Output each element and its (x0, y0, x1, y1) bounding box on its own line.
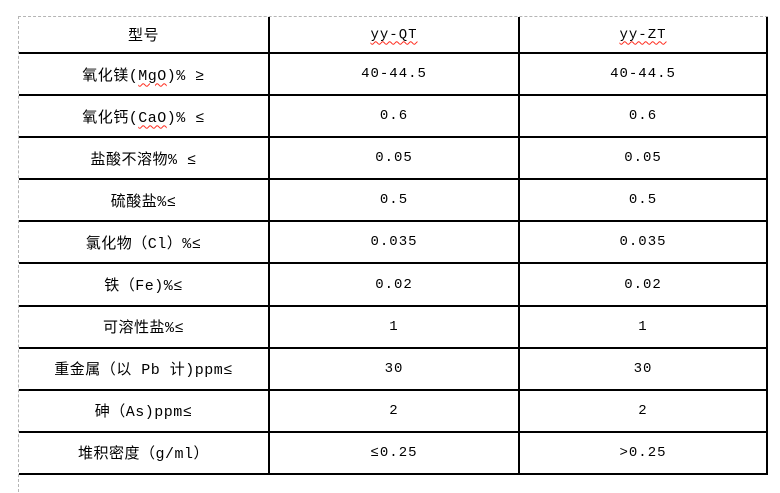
zt-value: 0.05 (624, 150, 662, 167)
text-boundary-left-line (18, 16, 19, 492)
qt-value-cell: 0.6 (268, 96, 518, 137)
text-boundary-top-line (18, 16, 768, 17)
qt-value: 2 (389, 402, 399, 419)
zt-value-cell: 0.035 (518, 222, 766, 263)
table-row: 氧化镁(MgO)% ≥ 40-44.5 40-44.5 (19, 52, 766, 95)
misspelled-text: MgO (138, 67, 167, 85)
label-text-pre: 堆积密度（g/ml） (77, 446, 209, 464)
table-row: 可溶性盐%≤ 1 1 (19, 304, 766, 347)
row-label: 砷（As)ppm≤ (95, 400, 193, 421)
table-row: 砷（As)ppm≤ 2 2 (19, 388, 766, 431)
row-label-cell: 盐酸不溶物% ≤ (19, 138, 268, 178)
header-qt-label: yy-QT (370, 26, 418, 43)
table-row: 硫酸盐%≤ 0.5 0.5 (19, 178, 766, 221)
qt-value: 40-44.5 (361, 66, 427, 83)
row-label-cell: 铁（Fe)%≤ (19, 264, 268, 304)
qt-value: 0.6 (379, 108, 409, 125)
qt-value: 0.05 (375, 150, 413, 167)
header-zt-cell: yy-ZT (518, 17, 766, 52)
misspelled-text: CaO (138, 109, 167, 127)
qt-value-cell: 0.02 (268, 264, 518, 305)
zt-value-cell: 40-44.5 (518, 54, 766, 95)
zt-value-cell: 0.02 (518, 264, 766, 305)
row-label: 铁（Fe)%≤ (104, 274, 183, 295)
label-text-post: )% ≥ (166, 67, 205, 85)
header-model-cell: 型号 (19, 17, 268, 52)
table-row: 氯化物（Cl）%≤ 0.035 0.035 (19, 220, 766, 263)
label-text-pre: 可溶性盐%≤ (102, 320, 184, 338)
zt-value: 1 (638, 318, 648, 335)
row-label: 氧化镁(MgO)% ≥ (82, 64, 205, 85)
zt-value: 40-44.5 (610, 66, 676, 83)
qt-value: 0.02 (375, 276, 413, 293)
row-label-cell: 可溶性盐%≤ (19, 307, 268, 347)
row-label: 可溶性盐%≤ (103, 316, 184, 337)
label-text-pre: 氯化物（Cl）%≤ (85, 235, 202, 253)
qt-value-cell: 0.5 (268, 180, 518, 221)
qt-value-cell: 0.035 (268, 222, 518, 263)
row-label-cell: 氧化镁(MgO)% ≥ (19, 54, 268, 94)
zt-value: 0.035 (619, 234, 667, 251)
row-label-cell: 砷（As)ppm≤ (19, 391, 268, 431)
qt-value-cell: 1 (268, 306, 518, 347)
zt-value-cell: 0.05 (518, 138, 766, 179)
label-text-pre: 氧化钙( (82, 109, 139, 127)
zt-value-cell: 0.6 (518, 96, 766, 137)
label-text-pre: 氧化镁( (82, 67, 139, 85)
row-label-cell: 氧化钙(CaO)% ≤ (19, 96, 268, 136)
row-label: 氧化钙(CaO)% ≤ (82, 106, 205, 127)
label-text-post: )% ≤ (166, 109, 205, 127)
zt-value-cell: 30 (518, 348, 766, 389)
zt-value: 0.02 (624, 276, 662, 293)
qt-value: 1 (389, 318, 399, 335)
label-text-pre: 砷（As)ppm≤ (94, 404, 193, 422)
row-label: 重金属（以 Pb 计)ppm≤ (54, 358, 233, 379)
header-zt-label: yy-ZT (619, 26, 667, 43)
table-row: 堆积密度（g/ml） ≤0.25 >0.25 (19, 430, 766, 473)
table-row: 铁（Fe)%≤ 0.02 0.02 (19, 262, 766, 305)
row-label: 硫酸盐%≤ (111, 190, 177, 211)
spec-table: 型号 yy-QT yy-ZT 氧化镁(MgO)% ≥ 40-44.5 40-44… (19, 17, 768, 475)
qt-value: ≤0.25 (370, 444, 418, 461)
qt-value: 0.5 (379, 192, 409, 209)
qt-value: 0.035 (370, 234, 418, 251)
qt-value: 30 (384, 360, 404, 377)
qt-value-cell: 30 (268, 348, 518, 389)
table-row: 盐酸不溶物% ≤ 0.05 0.05 (19, 136, 766, 179)
zt-value: 30 (633, 360, 653, 377)
row-label-cell: 硫酸盐%≤ (19, 180, 268, 220)
label-text-pre: 硫酸盐%≤ (110, 193, 177, 211)
row-label: 氯化物（Cl）%≤ (86, 232, 202, 253)
zt-value: 2 (638, 402, 648, 419)
label-text-pre: 铁（Fe)%≤ (104, 278, 183, 296)
zt-value-cell: 1 (518, 306, 766, 347)
zt-value-cell: >0.25 (518, 432, 766, 473)
table-row: 重金属（以 Pb 计)ppm≤ 30 30 (19, 346, 766, 389)
row-label-cell: 堆积密度（g/ml） (19, 433, 268, 473)
zt-value-cell: 0.5 (518, 180, 766, 221)
zt-value: 0.6 (628, 108, 658, 125)
qt-value-cell: 40-44.5 (268, 54, 518, 95)
zt-value-cell: 2 (518, 390, 766, 431)
qt-value-cell: 0.05 (268, 138, 518, 179)
zt-value: >0.25 (619, 444, 667, 461)
qt-value-cell: 2 (268, 390, 518, 431)
zt-value: 0.5 (628, 192, 658, 209)
row-label-cell: 重金属（以 Pb 计)ppm≤ (19, 349, 268, 389)
header-qt-cell: yy-QT (268, 17, 518, 52)
label-text-pre: 重金属（以 Pb 计)ppm≤ (54, 362, 233, 380)
label-text-pre: 盐酸不溶物% ≤ (90, 151, 197, 169)
header-model-label: 型号 (127, 28, 159, 45)
qt-value-cell: ≤0.25 (268, 432, 518, 473)
row-label: 盐酸不溶物% ≤ (90, 148, 196, 169)
table-row: 氧化钙(CaO)% ≤ 0.6 0.6 (19, 94, 766, 137)
row-label-cell: 氯化物（Cl）%≤ (19, 222, 268, 262)
row-label: 堆积密度（g/ml） (78, 442, 209, 463)
table-header-row: 型号 yy-QT yy-ZT (19, 17, 766, 52)
